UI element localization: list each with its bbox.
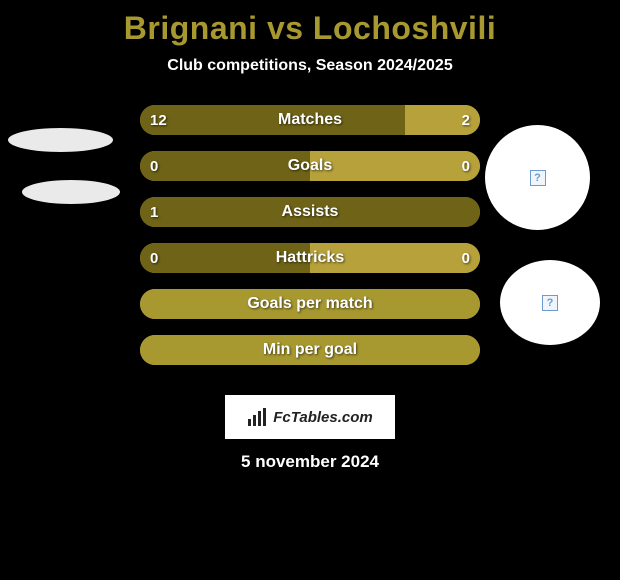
bars-list: Matches122Goals00Assists1Hattricks00Goal…	[140, 105, 480, 381]
chart-icon	[247, 407, 267, 427]
stat-row: Hattricks0 0	[140, 243, 480, 273]
stat-value-left: 0	[150, 151, 158, 181]
date-label: 5 november 2024	[0, 452, 620, 472]
stat-row: Goals per match	[140, 289, 480, 319]
stats-container: Matches122Goals00Assists1Hattricks00Goal…	[0, 105, 620, 405]
stat-value-right: 0	[462, 243, 470, 273]
stat-row: Min per goal	[140, 335, 480, 365]
stat-value-left: 0	[150, 243, 158, 273]
stat-row: Goals0 0	[140, 151, 480, 181]
stat-value-left: 12	[150, 105, 167, 135]
stat-label: Hattricks	[140, 243, 480, 273]
stat-row: Matches12 2	[140, 105, 480, 135]
stat-label: Goals	[140, 151, 480, 181]
stat-value-left: 1	[150, 197, 158, 227]
page-subtitle: Club competitions, Season 2024/2025	[0, 57, 620, 75]
stat-value-right: 0	[462, 151, 470, 181]
fctables-badge: FcTables.com	[225, 395, 395, 439]
stat-label: Min per goal	[140, 335, 480, 365]
stat-label: Assists	[140, 197, 480, 227]
stat-value-right: 2	[462, 105, 470, 135]
stat-label: Matches	[140, 105, 480, 135]
stat-row: Assists1	[140, 197, 480, 227]
fctables-text: FcTables.com	[273, 409, 372, 426]
stat-label: Goals per match	[140, 289, 480, 319]
page-title: Brignani vs Lochoshvili	[0, 0, 620, 47]
